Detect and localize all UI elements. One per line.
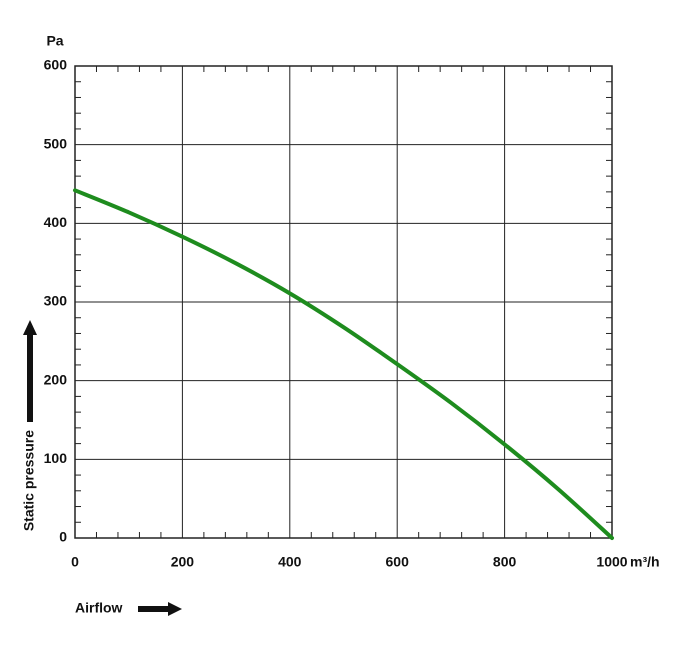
x-tick-label: 1000 <box>596 554 627 570</box>
x-arrow <box>138 602 182 616</box>
plot-frame <box>74 65 613 539</box>
x-tick-label: 800 <box>493 554 517 570</box>
x-tick-label: 200 <box>171 554 195 570</box>
x-label: Airflow <box>75 600 123 616</box>
x-axis-title: Airflow <box>75 600 182 616</box>
y-tick-label: 400 <box>44 214 68 230</box>
x-tick-label: 0 <box>71 554 79 570</box>
y-tick-label: 300 <box>44 293 68 309</box>
y-tick-label: 600 <box>44 57 68 73</box>
x-unit: m³/h <box>630 554 660 570</box>
y-arrow <box>23 320 37 422</box>
y-tick-label: 0 <box>59 529 67 545</box>
y-unit: Pa <box>46 33 63 49</box>
y-tick-label: 200 <box>44 371 68 387</box>
y-axis-title: Static pressure <box>21 320 37 531</box>
x-tick-label: 400 <box>278 554 302 570</box>
curve <box>73 188 614 540</box>
y-tick-label: 100 <box>44 450 68 466</box>
y-label: Static pressure <box>21 430 37 531</box>
y-tick-label: 500 <box>44 135 68 151</box>
x-tick-label: 600 <box>386 554 410 570</box>
